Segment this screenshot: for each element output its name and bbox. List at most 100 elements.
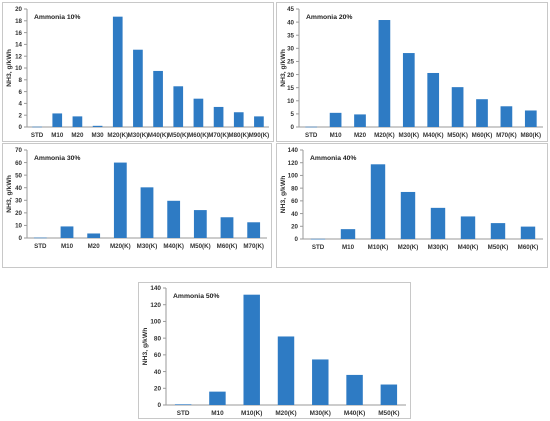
x-tick-label: M20(K): [374, 132, 395, 139]
x-tick-label: M10(K): [368, 244, 389, 251]
y-axis-label: NH3, g/kWh: [280, 176, 287, 214]
bar: [476, 99, 488, 127]
y-tick-label: 30: [287, 46, 294, 53]
x-tick-label: M70(K): [496, 132, 517, 139]
y-tick-label: 0: [19, 235, 23, 242]
bar: [174, 404, 192, 405]
x-tick-label: M20(K): [275, 410, 296, 417]
bar: [329, 112, 342, 127]
bar: [233, 112, 244, 127]
chart-svg: 0 5 10 15 20 25 30 35 40 45 STD M10 M20 M20(K) M30(K) M…: [280, 6, 543, 139]
y-tick-label: 6: [19, 89, 23, 96]
bar: [247, 222, 261, 238]
y-tick-label: 35: [287, 32, 294, 39]
y-tick-label: 20: [15, 210, 22, 217]
bar: [87, 233, 101, 238]
x-tick-label: M30(K): [310, 410, 331, 417]
x-tick-label: M30: [92, 132, 105, 139]
bar: [193, 98, 204, 127]
x-tick-label: M20(K): [110, 243, 131, 250]
bar: [346, 374, 363, 405]
bar: [220, 217, 234, 238]
y-tick-label: 40: [291, 211, 298, 218]
chart-svg: 0 20 40 60 80 100 120 140 STD M10 M10(K) M20(K) M30(…: [142, 285, 406, 417]
y-tick-label: 60: [291, 198, 298, 205]
y-tick-label: 20: [154, 385, 162, 392]
x-tick-label: M30(K): [428, 244, 449, 251]
x-tick-label: M20: [71, 132, 84, 139]
y-tick-label: 14: [15, 42, 22, 49]
bar: [112, 16, 123, 128]
chart-panel-ammonia-50: 0 20 40 60 80 100 120 140 STD M10 M10(K) M20(K) M30(…: [138, 282, 411, 419]
y-tick-label: 0: [19, 124, 23, 131]
y-axis-label: NH3, g/kWh: [6, 175, 13, 213]
x-tick-label: M90(K): [249, 132, 270, 139]
x-tick-label: M20: [88, 243, 101, 250]
x-tick-label: M30(K): [137, 243, 158, 250]
x-tick-label: STD: [312, 244, 325, 251]
chart-svg: 0 10 20 30 40 50 60 70 STD M10 M20 M20(K) M30(K) M40(…: [6, 147, 267, 250]
bar: [378, 20, 391, 127]
y-tick-label: 30: [15, 197, 22, 204]
x-tick-label: M10(K): [241, 410, 262, 417]
y-tick-label: 50: [15, 172, 22, 179]
bar: [33, 237, 47, 239]
x-tick-label: M60(K): [217, 243, 238, 250]
bar: [310, 238, 326, 240]
y-tick-label: 2: [19, 112, 23, 119]
bar: [72, 116, 83, 127]
y-tick-label: 100: [288, 173, 299, 180]
x-tick-label: M60(K): [518, 244, 539, 251]
y-tick-label: 120: [288, 160, 299, 167]
y-tick-label: 10: [287, 98, 294, 105]
y-tick-label: 4: [19, 101, 23, 108]
y-tick-label: 140: [150, 285, 161, 292]
x-tick-label: M30(K): [398, 132, 419, 139]
bar: [340, 229, 356, 239]
x-tick-label: M40(K): [458, 244, 479, 251]
y-tick-label: 10: [15, 65, 22, 72]
chart-svg: 0 20 40 60 80 100 120 140 STD M10 M10(K) M20(K) M30(…: [280, 147, 543, 251]
x-tick-label: M50(K): [447, 132, 468, 139]
x-tick-label: M80(K): [520, 132, 541, 139]
y-tick-label: 12: [15, 53, 22, 60]
y-tick-label: 140: [288, 147, 299, 154]
bar: [153, 70, 163, 127]
y-tick-label: 70: [15, 147, 22, 154]
y-tick-label: 100: [150, 319, 161, 326]
bar: [400, 191, 416, 239]
y-tick-label: 45: [287, 6, 294, 13]
x-tick-label: M10: [330, 132, 343, 139]
bar: [113, 162, 127, 238]
chart-title: Ammonia 40%: [310, 155, 356, 162]
bar: [213, 106, 224, 127]
bar: [140, 187, 154, 238]
x-tick-label: STD: [34, 243, 47, 250]
bar: [193, 210, 207, 238]
x-tick-label: M50(K): [378, 410, 399, 417]
x-tick-label: M40(K): [163, 243, 184, 250]
x-tick-label: M30(K): [128, 132, 149, 139]
x-tick-label: M40(K): [148, 132, 169, 139]
y-axis-label: NH3, g/kWh: [280, 49, 287, 87]
x-tick-label: M10: [211, 410, 224, 417]
bar: [402, 53, 415, 128]
chart-title: Ammonia 50%: [173, 293, 219, 300]
x-tick-label: M80(K): [228, 132, 249, 139]
y-tick-label: 15: [287, 85, 294, 92]
chart-title: Ammonia 30%: [34, 155, 80, 162]
chart-panel-ammonia-30: 0 10 20 30 40 50 60 70 STD M10 M20 M20(K) M30(K) M40(…: [2, 143, 272, 268]
y-tick-label: 5: [291, 111, 295, 118]
y-tick-label: 20: [291, 223, 298, 230]
x-tick-label: STD: [177, 410, 190, 417]
y-tick-label: 18: [15, 18, 22, 25]
bar: [60, 226, 74, 238]
x-tick-label: STD: [305, 132, 318, 139]
bar: [92, 125, 103, 127]
x-tick-label: M10: [61, 243, 74, 250]
chart-title: Ammonia 10%: [34, 14, 80, 21]
y-tick-label: 60: [154, 352, 162, 359]
x-tick-label: M10: [342, 244, 355, 251]
bar: [209, 391, 226, 405]
bar: [312, 359, 329, 405]
